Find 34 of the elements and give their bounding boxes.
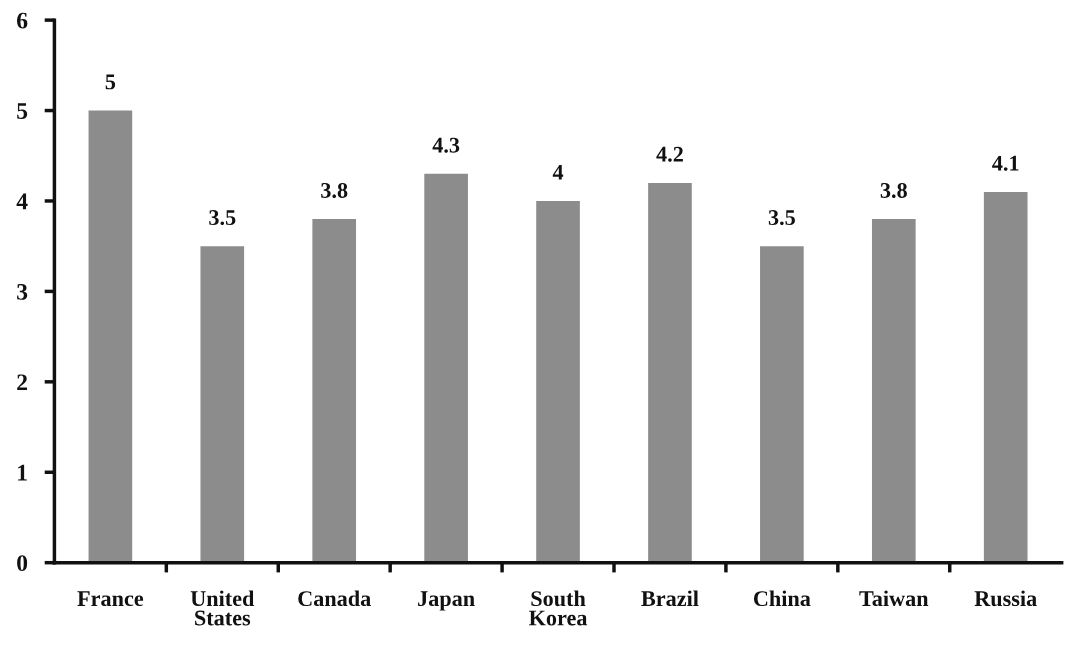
x-tick-label: Russia [974, 590, 1037, 607]
bar [983, 191, 1028, 563]
data-label: 4.1 [992, 155, 1019, 171]
x-tick-label: Japan [418, 591, 475, 611]
x-tick-label: Taiwan [859, 590, 929, 607]
data-label: 3.8 [880, 182, 907, 198]
x-tick-label: Canada [298, 590, 371, 607]
y-tick-label: 6 [17, 12, 28, 29]
y-tick-label: 4 [16, 193, 28, 210]
x-tick-label: Brazil [641, 590, 699, 607]
x-tick-label: France [77, 591, 144, 607]
bar [760, 246, 804, 563]
data-label: 4 [552, 164, 564, 180]
x-tick-label: United States [190, 590, 255, 626]
data-label: 4.2 [656, 146, 683, 162]
data-label: 3.5 [209, 210, 236, 226]
y-tick-label: 5 [17, 103, 28, 119]
bar [424, 173, 468, 563]
bar [200, 246, 245, 563]
bar [88, 110, 133, 563]
bar [648, 182, 692, 563]
data-label: 3.5 [768, 210, 795, 226]
x-tick-label: China [753, 590, 811, 607]
data-label: 5 [105, 74, 116, 90]
bar [312, 219, 357, 563]
x-tick-label: South Korea [529, 590, 588, 626]
data-label: 3.8 [321, 182, 348, 198]
y-tick-label: 3 [17, 283, 28, 300]
bar [536, 200, 580, 563]
y-tick-label: 0 [17, 555, 28, 572]
bar [871, 219, 916, 563]
y-tick-label: 2 [17, 374, 28, 391]
data-label: 4.3 [432, 137, 460, 153]
y-tick-label: 1 [18, 464, 27, 481]
